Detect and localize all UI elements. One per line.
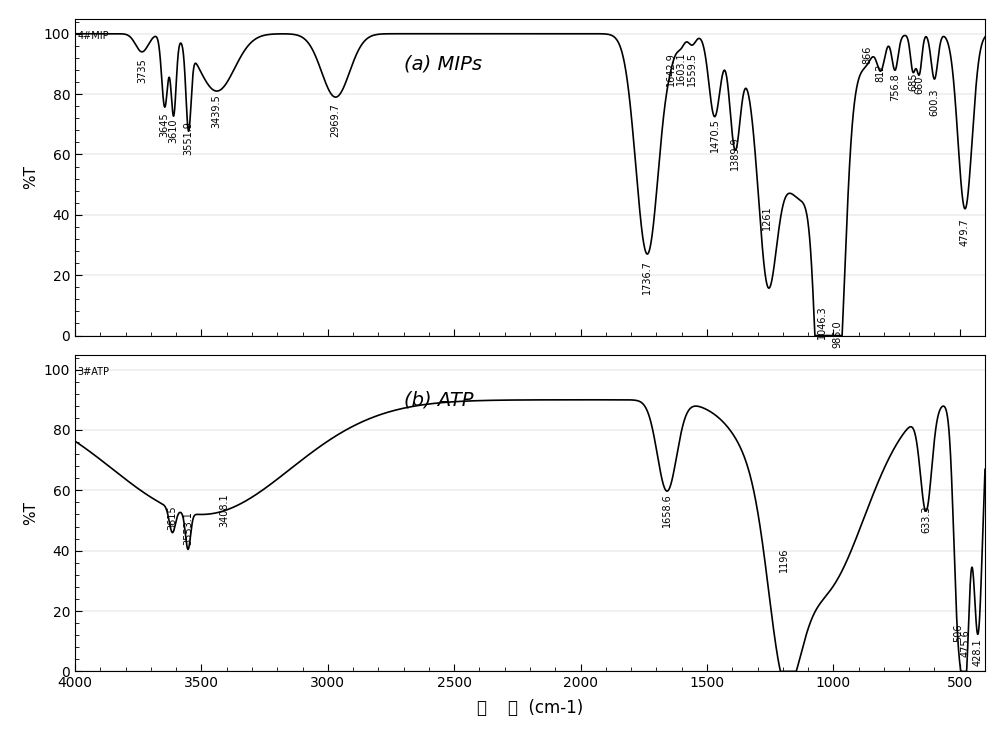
X-axis label: 波    数  (cm-1): 波 数 (cm-1) [477, 698, 583, 717]
Text: 475.6: 475.6 [961, 629, 971, 657]
Text: 1470.5: 1470.5 [710, 118, 720, 152]
Text: 1196: 1196 [779, 548, 789, 572]
Text: 756.8: 756.8 [890, 73, 900, 101]
Text: (b) ATP: (b) ATP [404, 390, 473, 410]
Text: 3#ATP: 3#ATP [78, 366, 110, 377]
Text: 506: 506 [953, 623, 963, 642]
Text: 866: 866 [862, 46, 872, 64]
Text: 4#MIP: 4#MIP [78, 31, 109, 41]
Text: 1603.1: 1603.1 [676, 51, 686, 86]
Text: 3610: 3610 [169, 118, 179, 142]
Text: 1046.3: 1046.3 [817, 305, 827, 339]
Text: 1559.5: 1559.5 [687, 51, 697, 86]
Text: 1658.6: 1658.6 [662, 493, 672, 527]
Text: 985.0: 985.0 [832, 321, 842, 348]
Text: 3439.5: 3439.5 [212, 94, 222, 128]
Text: 1261: 1261 [762, 206, 772, 231]
Text: 479.7: 479.7 [960, 218, 970, 245]
Text: 3615: 3615 [167, 506, 177, 530]
Text: 428.1: 428.1 [973, 639, 983, 666]
Text: (a) MIPs: (a) MIPs [404, 54, 482, 73]
Text: 3551.9: 3551.9 [183, 122, 193, 155]
Text: 3735: 3735 [137, 58, 147, 83]
Text: 600.3: 600.3 [929, 88, 939, 116]
Text: 633.3: 633.3 [921, 506, 931, 533]
Text: 1642.9: 1642.9 [666, 51, 676, 86]
Y-axis label: %T: %T [23, 501, 38, 525]
Y-axis label: %T: %T [23, 165, 38, 189]
Text: 812: 812 [876, 64, 886, 82]
Text: 1389.9: 1389.9 [730, 137, 740, 170]
Text: 3553.1: 3553.1 [183, 512, 193, 545]
Text: 685: 685 [908, 73, 918, 92]
Text: 3645: 3645 [160, 112, 170, 137]
Text: 2969.7: 2969.7 [331, 103, 341, 137]
Text: 660: 660 [914, 76, 924, 94]
Text: 3408.1: 3408.1 [220, 493, 230, 527]
Text: 1736.7: 1736.7 [642, 260, 652, 294]
